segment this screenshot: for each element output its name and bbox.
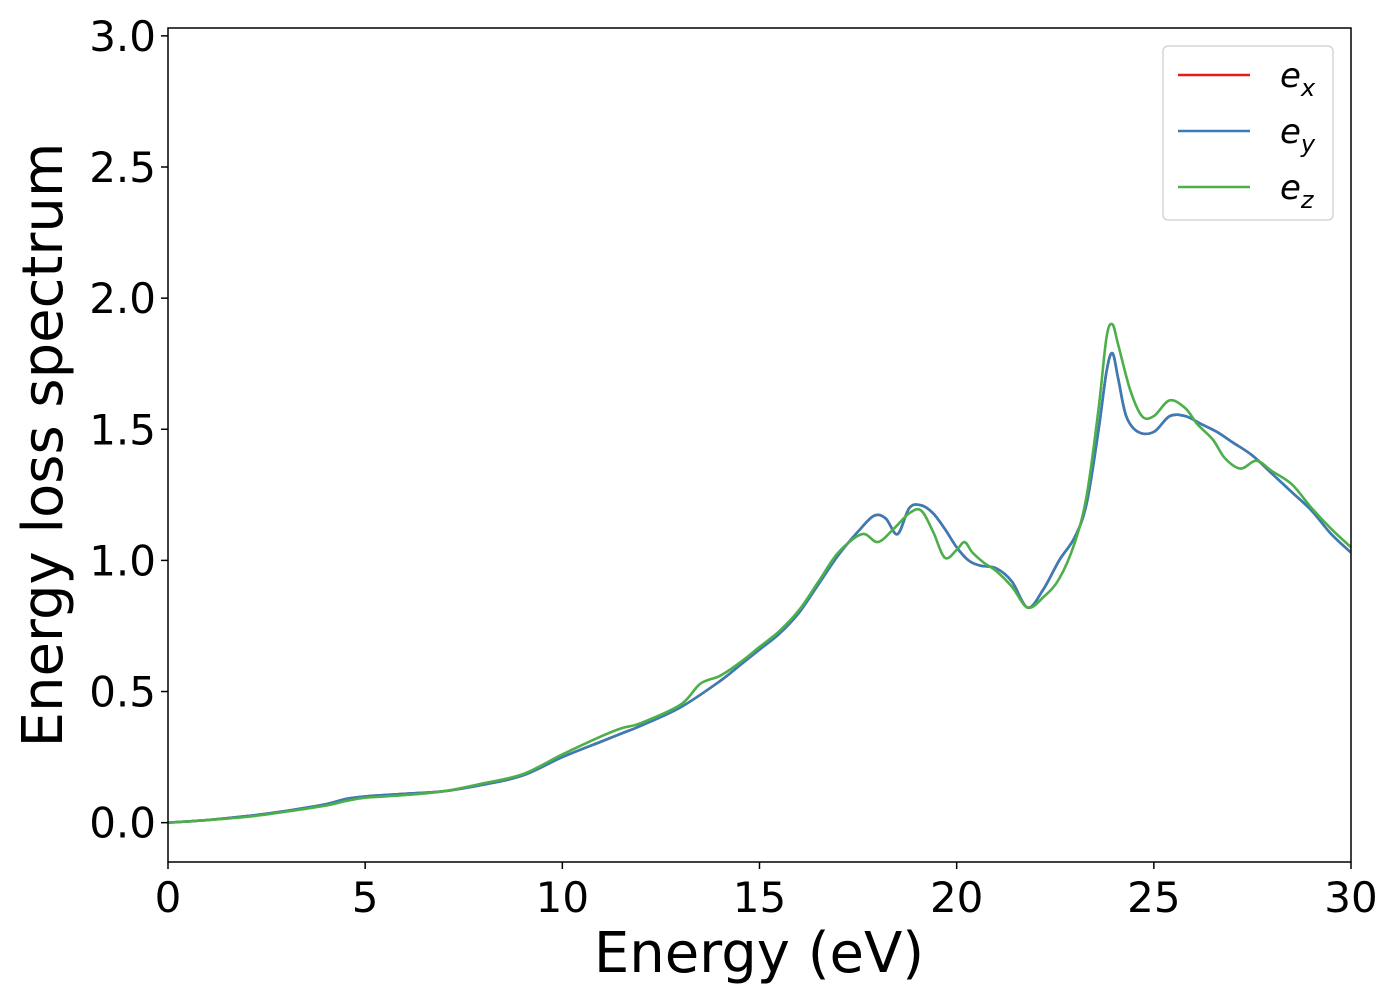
x-axis-ticks: 0 5 10 15 20 25 30: [155, 862, 1378, 922]
y-tick-label: 2.5: [89, 143, 156, 192]
y-tick-label: 2.0: [89, 274, 156, 323]
legend-label-subscript: x: [1300, 74, 1316, 102]
series-line-z: [168, 322, 1351, 824]
legend-label-x: ex: [1280, 56, 1316, 102]
legend-label-y: ey: [1280, 112, 1316, 158]
x-tick-label: 15: [733, 873, 786, 922]
y-tick-label: 0.0: [89, 799, 156, 848]
x-tick-label: 30: [1324, 873, 1377, 922]
x-tick-label: 5: [352, 873, 379, 922]
x-tick-label: 25: [1127, 873, 1180, 922]
x-axis-label: Energy (eV): [594, 921, 924, 986]
series-layer: [168, 322, 1351, 824]
legend-label-base: e: [1280, 112, 1301, 152]
x-tick-label: 0: [155, 873, 182, 922]
y-tick-label: 0.5: [89, 668, 156, 717]
y-axis-label: Energy loss spectrum: [11, 143, 76, 748]
series-line-y: [168, 351, 1351, 824]
legend-label-subscript: z: [1300, 186, 1315, 214]
y-tick-label: 3.0: [89, 12, 156, 61]
series-line-x: [168, 351, 1351, 824]
x-tick-label: 20: [930, 873, 983, 922]
legend-label-base: e: [1280, 56, 1301, 96]
legend-label-z: ez: [1280, 168, 1315, 214]
y-tick-label: 1.0: [89, 536, 156, 585]
y-tick-label: 1.5: [89, 405, 156, 454]
x-tick-label: 10: [536, 873, 589, 922]
y-axis-ticks: 0.0 0.5 1.0 1.5 2.0 2.5 3.0: [89, 12, 168, 848]
legend-frame: [1162, 45, 1334, 221]
legend-label-base: e: [1280, 168, 1301, 208]
legend-label-subscript: y: [1300, 130, 1316, 158]
